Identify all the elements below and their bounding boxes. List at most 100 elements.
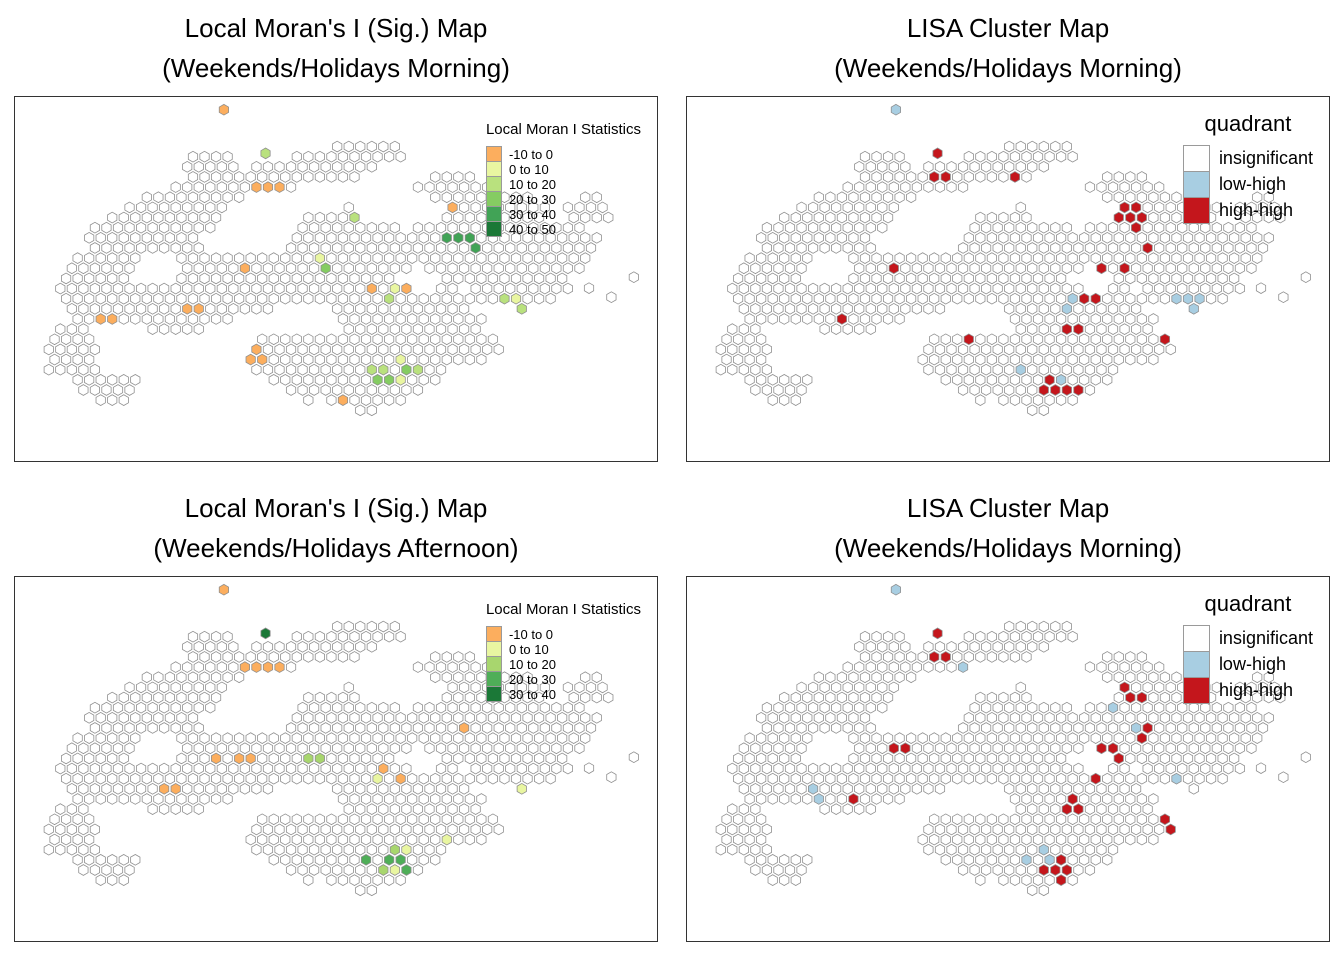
hex-cell [842, 282, 853, 295]
hex-cell [802, 313, 813, 325]
hex-cell [1217, 772, 1228, 785]
hex-cell [894, 651, 905, 663]
hex-cell [193, 323, 204, 335]
hex-cell [917, 292, 928, 305]
hex-cell [130, 793, 141, 805]
hex-cell [297, 762, 308, 775]
hex-cell [395, 854, 406, 866]
hex-cell [761, 742, 772, 755]
hex-cell [372, 374, 383, 386]
hex-cell [101, 282, 112, 295]
hex-cell [756, 313, 767, 325]
hex-cell [384, 793, 395, 805]
hex-cell [389, 384, 400, 396]
hex-cell [819, 303, 830, 315]
hex-cell [360, 313, 372, 325]
hex-cell [981, 742, 992, 755]
hex-cell [871, 171, 882, 183]
hex-cell [141, 691, 152, 704]
hex-cell [750, 343, 761, 356]
hex-cell [1079, 252, 1090, 264]
hex-cell [969, 384, 980, 396]
hex-cell [923, 303, 934, 315]
hex-cell [1102, 772, 1113, 785]
hex-cell [597, 681, 608, 694]
hex-cell [1217, 732, 1228, 744]
hex-cell [326, 150, 337, 163]
hex-cell [568, 231, 579, 244]
hex-cell [1067, 772, 1078, 785]
hex-cell [182, 701, 193, 714]
hex-cell [245, 292, 256, 305]
hex-cell [981, 640, 992, 653]
hex-cell [1067, 231, 1078, 244]
hex-cell [355, 221, 366, 234]
hex-cell [441, 292, 452, 305]
hex-cell [1154, 762, 1165, 775]
hex-cell [384, 833, 395, 846]
hex-cell [280, 292, 291, 305]
hex-cell [1234, 201, 1245, 214]
hex-cell [819, 201, 830, 214]
hex-cell [992, 343, 1003, 356]
hex-cell [447, 221, 458, 234]
hex-cell [303, 374, 314, 386]
hex-cell [1154, 201, 1165, 214]
hex-cell [1131, 823, 1142, 836]
hex-cell [159, 681, 170, 694]
hex-cell [842, 681, 853, 694]
hex-cell [562, 722, 573, 734]
hex-cell [784, 384, 796, 396]
hex-cell [112, 701, 124, 714]
hex-cell [326, 752, 337, 765]
hex-cell [389, 701, 400, 714]
hex-cell [187, 752, 199, 765]
hex-cell [303, 353, 314, 366]
hex-cell [355, 701, 366, 714]
hex-cell [1240, 732, 1251, 744]
hex-cell [251, 303, 262, 315]
hex-cell [790, 313, 801, 325]
hex-cell [882, 292, 894, 305]
hex-cell [802, 772, 813, 785]
hex-cell [848, 772, 859, 785]
hex-cell [493, 282, 504, 295]
hex-cell [819, 783, 830, 795]
hex-cell [900, 181, 911, 193]
hex-cell [61, 333, 72, 346]
hex-cell [877, 282, 888, 295]
hex-cell [1067, 874, 1078, 886]
hex-cell [360, 793, 372, 805]
hex-cell [1061, 221, 1072, 234]
hex-cell [395, 374, 406, 386]
hex-cell [205, 181, 216, 193]
hex-cell [888, 762, 899, 775]
hex-cell [43, 363, 54, 376]
hex-cell [911, 282, 922, 295]
hex-cell [337, 854, 349, 866]
hex-cell [1159, 292, 1171, 305]
hex-cell [957, 661, 969, 673]
panel-title: LISA Cluster Map (Weekends/Holidays Morn… [686, 8, 1330, 88]
hex-cell [430, 292, 441, 305]
legend-entry: 20 to 30 [485, 671, 641, 687]
hex-cell [1096, 242, 1107, 254]
hex-cell [946, 762, 957, 775]
hex-cell [268, 171, 279, 183]
hex-cell [453, 191, 464, 204]
hex-cell [182, 803, 193, 815]
hex-cell [285, 661, 297, 673]
hex-cell [1027, 262, 1038, 275]
hex-cell [998, 711, 1009, 724]
hex-cell [1131, 242, 1142, 254]
hex-cell [234, 752, 245, 765]
hex-cell [118, 272, 129, 285]
hex-cell [366, 864, 377, 876]
hex-cell [1084, 661, 1096, 673]
hex-cell [1009, 854, 1021, 866]
hex-cell [332, 722, 343, 734]
hex-cell [1061, 262, 1072, 275]
hex-cell [453, 313, 464, 325]
hex-cell [245, 732, 256, 744]
hex-cell [95, 374, 106, 386]
